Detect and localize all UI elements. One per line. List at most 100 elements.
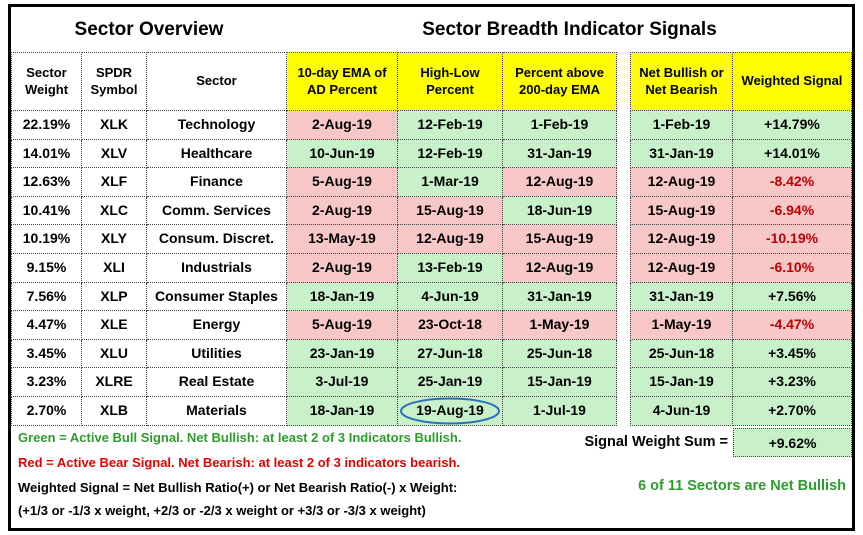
- title-sector-overview: Sector Overview: [74, 18, 224, 40]
- cell-value: 12-Aug-19: [647, 259, 716, 276]
- cell-value: 23-Jan-19: [309, 344, 375, 361]
- cell-value: Consumer Staples: [155, 287, 278, 304]
- column-gap: [617, 396, 630, 426]
- cell-sector-name: Healthcare: [147, 139, 287, 169]
- cell-sector-weight: 4.47%: [11, 311, 82, 340]
- table-row: 9.15% XLI Industrials 2-Aug-19 13-Feb-19…: [11, 253, 852, 283]
- cell-value: Industrials: [181, 259, 252, 276]
- cell-value: 1-Feb-19: [652, 116, 711, 133]
- cell-highlow-signal-date: 12-Aug-19: [398, 225, 503, 254]
- cell-highlow-signal-date: 23-Oct-18: [398, 311, 503, 340]
- cell-value: 15-Aug-19: [416, 201, 484, 218]
- cell-value: Finance: [190, 173, 243, 190]
- column-gap: [617, 168, 630, 197]
- cell-net-signal-date: 1-Feb-19: [630, 111, 733, 140]
- cell-spdr-symbol: XLI: [82, 253, 147, 283]
- cell-value: 18-Jun-19: [526, 201, 593, 218]
- cell-weighted-signal: +7.56%: [733, 282, 852, 312]
- cell-spdr-symbol: XLK: [82, 111, 147, 140]
- column-gap: [617, 139, 630, 169]
- cell-value: 31-Jan-19: [649, 144, 714, 161]
- column-gap: [617, 339, 630, 369]
- legend-green-note: Green = Active Bull Signal. Net Bullish:…: [18, 430, 462, 445]
- cell-value: 2-Aug-19: [312, 259, 372, 276]
- column-gap: [617, 225, 630, 254]
- cell-weighted-signal: -8.42%: [733, 168, 852, 197]
- table-row: 12.63% XLF Finance 5-Aug-19 1-Mar-19 12-…: [11, 168, 852, 197]
- cell-value: 15-Jan-19: [649, 373, 714, 390]
- cell-value: 31-Jan-19: [527, 287, 592, 304]
- cell-net-signal-date: 31-Jan-19: [630, 282, 733, 312]
- cell-weighted-signal: -6.94%: [733, 196, 852, 226]
- weighted-signal-formula-note: Weighted Signal = Net Bullish Ratio(+) o…: [18, 480, 458, 495]
- cell-ema-signal-date: 5-Aug-19: [287, 311, 398, 340]
- cell-value: 15-Jan-19: [527, 373, 592, 390]
- cell-value: 1-May-19: [651, 316, 712, 333]
- column-gap: [617, 52, 630, 111]
- cell-weighted-signal: -4.47%: [733, 311, 852, 340]
- cell-value: Consum. Discret.: [158, 230, 275, 247]
- cell-above-200ema-date: 25-Jun-18: [503, 339, 617, 369]
- cell-above-200ema-date: 15-Aug-19: [503, 225, 617, 254]
- cell-value: 12-Aug-19: [647, 230, 716, 247]
- cell-above-200ema-date: 12-Aug-19: [503, 168, 617, 197]
- header-net-bullish-bearish: Net Bullish or Net Bearish: [630, 52, 733, 111]
- table-body: 22.19% XLK Technology 2-Aug-19 12-Feb-19…: [11, 111, 852, 426]
- cell-value: 14.01%: [22, 144, 71, 161]
- cell-value: 23-Oct-18: [418, 316, 482, 333]
- cell-sector-name: Real Estate: [147, 368, 287, 397]
- cell-value: 3-Jul-19: [315, 373, 369, 390]
- cell-highlow-signal-date: 15-Aug-19: [398, 196, 503, 226]
- cell-value: 1-Mar-19: [421, 173, 479, 190]
- report-frame: Sector Overview Sector Breadth Indicator…: [8, 4, 855, 531]
- table-row: 2.70% XLB Materials 18-Jan-19 19-Aug-19 …: [11, 396, 852, 426]
- cell-sector-name: Industrials: [147, 253, 287, 283]
- cell-sector-name: Energy: [147, 311, 287, 340]
- cell-value: 22.19%: [22, 116, 71, 133]
- cell-sector-name: Materials: [147, 396, 287, 426]
- cell-value: 10-Jun-19: [309, 144, 375, 161]
- cell-net-signal-date: 15-Aug-19: [630, 196, 733, 226]
- cell-net-signal-date: 12-Aug-19: [630, 253, 733, 283]
- cell-sector-weight: 14.01%: [11, 139, 82, 169]
- cell-value: 4-Jun-19: [421, 287, 479, 304]
- title-breadth-signals: Sector Breadth Indicator Signals: [422, 18, 717, 40]
- cell-sector-weight: 10.19%: [11, 225, 82, 254]
- cell-sector-name: Consumer Staples: [147, 282, 287, 312]
- cell-value: 1-Jul-19: [533, 401, 586, 418]
- cell-value: 3.23%: [26, 373, 67, 390]
- cell-value: 4-Jun-19: [652, 401, 711, 418]
- table-row: 3.45% XLU Utilities 23-Jan-19 27-Jun-18 …: [11, 339, 852, 369]
- cell-value: +14.01%: [764, 144, 820, 161]
- cell-highlow-signal-date: 12-Feb-19: [398, 111, 503, 140]
- cell-ema-signal-date: 10-Jun-19: [287, 139, 398, 169]
- cell-value: Utilities: [191, 344, 242, 361]
- cell-sector-name: Utilities: [147, 339, 287, 369]
- cell-weighted-signal: +3.23%: [733, 368, 852, 397]
- cell-value: XLK: [100, 116, 128, 133]
- cell-highlow-signal-date: 13-Feb-19: [398, 253, 503, 283]
- cell-value: -10.19%: [765, 230, 819, 247]
- cell-value: 1-May-19: [529, 316, 590, 333]
- net-bullish-count: 6 of 11 Sectors are Net Bullish: [638, 478, 846, 494]
- cell-value: 19-Aug-19: [416, 401, 484, 418]
- table-row: 22.19% XLK Technology 2-Aug-19 12-Feb-19…: [11, 111, 852, 140]
- cell-spdr-symbol: XLRE: [82, 368, 147, 397]
- cell-value: 3.45%: [26, 344, 67, 361]
- cell-highlow-signal-date: 4-Jun-19: [398, 282, 503, 312]
- table-row: 4.47% XLE Energy 5-Aug-19 23-Oct-18 1-Ma…: [11, 311, 852, 340]
- title-bar: Sector Overview Sector Breadth Indicator…: [11, 7, 852, 52]
- cell-value: +3.45%: [768, 344, 816, 361]
- table-row: 7.56% XLP Consumer Staples 18-Jan-19 4-J…: [11, 282, 852, 312]
- cell-value: 15-Aug-19: [525, 230, 594, 247]
- cell-value: -6.94%: [769, 201, 815, 218]
- cell-sector-weight: 10.41%: [11, 196, 82, 226]
- cell-value: XLI: [103, 259, 125, 276]
- signal-weight-sum-label: Signal Weight Sum =: [584, 434, 728, 450]
- cell-above-200ema-date: 1-Jul-19: [503, 396, 617, 426]
- cell-ema-signal-date: 23-Jan-19: [287, 339, 398, 369]
- cell-ema-signal-date: 18-Jan-19: [287, 282, 398, 312]
- cell-above-200ema-date: 12-Aug-19: [503, 253, 617, 283]
- cell-spdr-symbol: XLY: [82, 225, 147, 254]
- signal-weight-sum-value: +9.62%: [733, 428, 852, 457]
